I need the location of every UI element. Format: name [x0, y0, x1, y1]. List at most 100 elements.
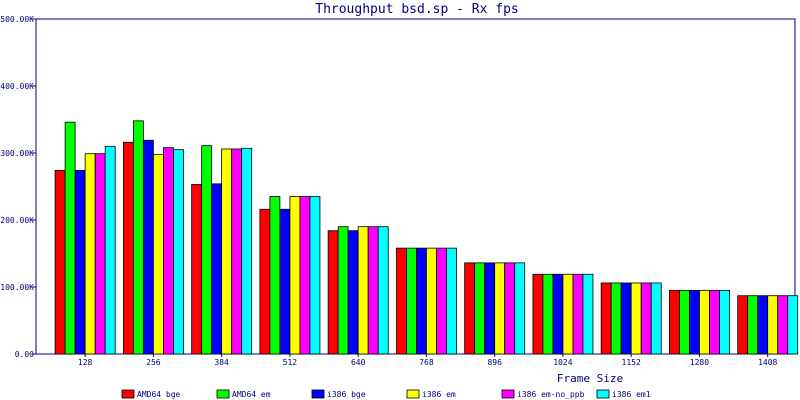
x-axis-tick-labels: 128 256 384 512 640 768 896 1024 1152 1280 1408	[78, 354, 778, 367]
bar-i386-em1-384	[241, 147, 253, 355]
bar-i386-em1-1024	[582, 273, 594, 355]
y-tick-label: 500.00K	[0, 15, 34, 24]
bar-i386-bge-384	[211, 183, 223, 355]
x-tick-label: 256	[146, 358, 161, 367]
bar-amd64-em-128	[64, 121, 76, 355]
y-axis: 0.00 100.00K 200.00K 300.00K 400.00K 500.00K	[0, 15, 36, 359]
bar-i386-bge-1024	[552, 273, 564, 355]
bar-i386-em-256	[152, 153, 164, 355]
bar-i386-bge-1152	[620, 282, 632, 355]
legend-label: AMD64 em	[232, 390, 271, 399]
bar-i386-bge-256	[142, 139, 154, 355]
bar-amd64-bge-128	[54, 170, 66, 355]
bar-amd64-em-896	[474, 262, 486, 355]
bar-amd64-em-384	[201, 145, 213, 355]
x-tick-label: 640	[351, 358, 366, 367]
x-tick-label: 1280	[690, 358, 709, 367]
bar-i386-em-128	[84, 153, 96, 355]
x-tick-label: 896	[487, 358, 502, 367]
bar-i386-em-no-ppb-384	[231, 148, 243, 355]
bar-i386-em-no-ppb-1024	[572, 273, 584, 355]
bar-i386-em-no-ppb-768	[436, 247, 447, 355]
legend-label: AMD64 bge	[137, 390, 181, 399]
bar-i386-em1-1408	[787, 295, 799, 355]
y-tick-label: 300.00K	[0, 149, 34, 158]
bar-i386-em1-1280	[719, 289, 730, 355]
bar-amd64-em-640	[337, 226, 349, 355]
bar-amd64-bge-1152	[600, 282, 612, 355]
bar-i386-bge-128	[74, 170, 86, 355]
bar-i386-em-1152	[630, 282, 642, 355]
bar-i386-bge-512	[279, 208, 291, 355]
bar-amd64-bge-1024	[532, 273, 544, 355]
bar-amd64-bge-256	[122, 141, 134, 355]
legend-swatch	[596, 389, 610, 399]
bar-i386-bge-1280	[689, 289, 700, 355]
bar-i386-em1-1152	[650, 282, 662, 355]
bar-i386-em1-640	[377, 226, 389, 355]
bar-amd64-bge-640	[327, 230, 339, 355]
legend-swatch	[406, 389, 420, 399]
bar-i386-em1-256	[173, 149, 184, 355]
bar-i386-em-1024	[562, 273, 574, 355]
bar-i386-em-no-ppb-1280	[709, 289, 720, 355]
y-tick-label: 200.00K	[0, 216, 34, 225]
bar-amd64-bge-896	[464, 262, 476, 355]
x-tick-label: 512	[283, 358, 298, 367]
x-tick-label: 128	[78, 358, 93, 367]
bar-i386-em1-512	[309, 196, 321, 355]
bar-amd64-bge-384	[191, 184, 203, 355]
y-tick-label: 400.00K	[0, 82, 34, 91]
bar-i386-em1-128	[104, 145, 116, 355]
legend-label: i386 em	[422, 390, 456, 399]
bar-i386-em1-896	[514, 262, 526, 355]
bar-amd64-em-1024	[542, 273, 554, 355]
x-tick-label: 384	[214, 358, 229, 367]
legend-label: i386 em1	[612, 390, 651, 399]
bar-i386-em-no-ppb-640	[367, 226, 379, 355]
legend-swatch	[311, 389, 325, 399]
chart-title: Throughput bsd.sp - Rx fps	[315, 2, 519, 17]
bar-i386-em-1280	[699, 289, 710, 355]
x-tick-label: 1024	[553, 358, 572, 367]
legend-swatch	[216, 389, 230, 399]
y-tick-label: 0.00	[15, 350, 34, 359]
bar-i386-bge-896	[484, 262, 496, 355]
x-tick-label: 1152	[622, 358, 641, 367]
x-axis-label: Frame Size	[557, 372, 623, 385]
x-tick-label: 1408	[758, 358, 777, 367]
bar-amd64-bge-512	[259, 208, 271, 355]
bar-amd64-bge-768	[395, 247, 407, 355]
bar-i386-bge-640	[347, 230, 359, 355]
y-tick-label: 100.00K	[0, 283, 34, 292]
bar-amd64-bge-1280	[669, 289, 680, 355]
bar-i386-em-no-ppb-256	[163, 147, 174, 355]
bar-amd64-em-768	[405, 247, 417, 355]
x-tick-label: 768	[419, 358, 434, 367]
bar-i386-bge-1408	[757, 295, 769, 355]
bar-i386-em-no-ppb-128	[94, 153, 106, 355]
legend: AMD64 bge AMD64 em i386 bge i386 em i386 em-…	[121, 389, 651, 399]
bar-i386-em-no-ppb-896	[504, 262, 516, 355]
legend-swatch	[501, 389, 515, 399]
bars	[54, 120, 799, 355]
bar-amd64-em-1280	[679, 289, 690, 355]
bar-i386-em-768	[426, 247, 437, 355]
bar-i386-em-512	[289, 196, 301, 355]
legend-label: i386 bge	[327, 390, 366, 399]
bar-i386-em-no-ppb-512	[299, 196, 311, 355]
bar-amd64-em-1152	[610, 282, 622, 355]
bar-amd64-bge-1408	[737, 295, 749, 355]
bar-amd64-em-512	[269, 196, 281, 355]
bar-amd64-em-256	[132, 120, 144, 355]
bar-i386-em-no-ppb-1152	[640, 282, 652, 355]
bar-i386-em-1408	[767, 295, 779, 355]
bar-i386-bge-768	[416, 247, 427, 355]
bar-i386-em-384	[221, 148, 233, 355]
bar-amd64-em-1408	[747, 295, 759, 355]
bar-i386-em-640	[357, 226, 369, 355]
bar-i386-em-no-ppb-1408	[777, 295, 789, 355]
legend-swatch	[121, 389, 135, 399]
legend-label: i386 em-no_ppb	[517, 390, 585, 399]
